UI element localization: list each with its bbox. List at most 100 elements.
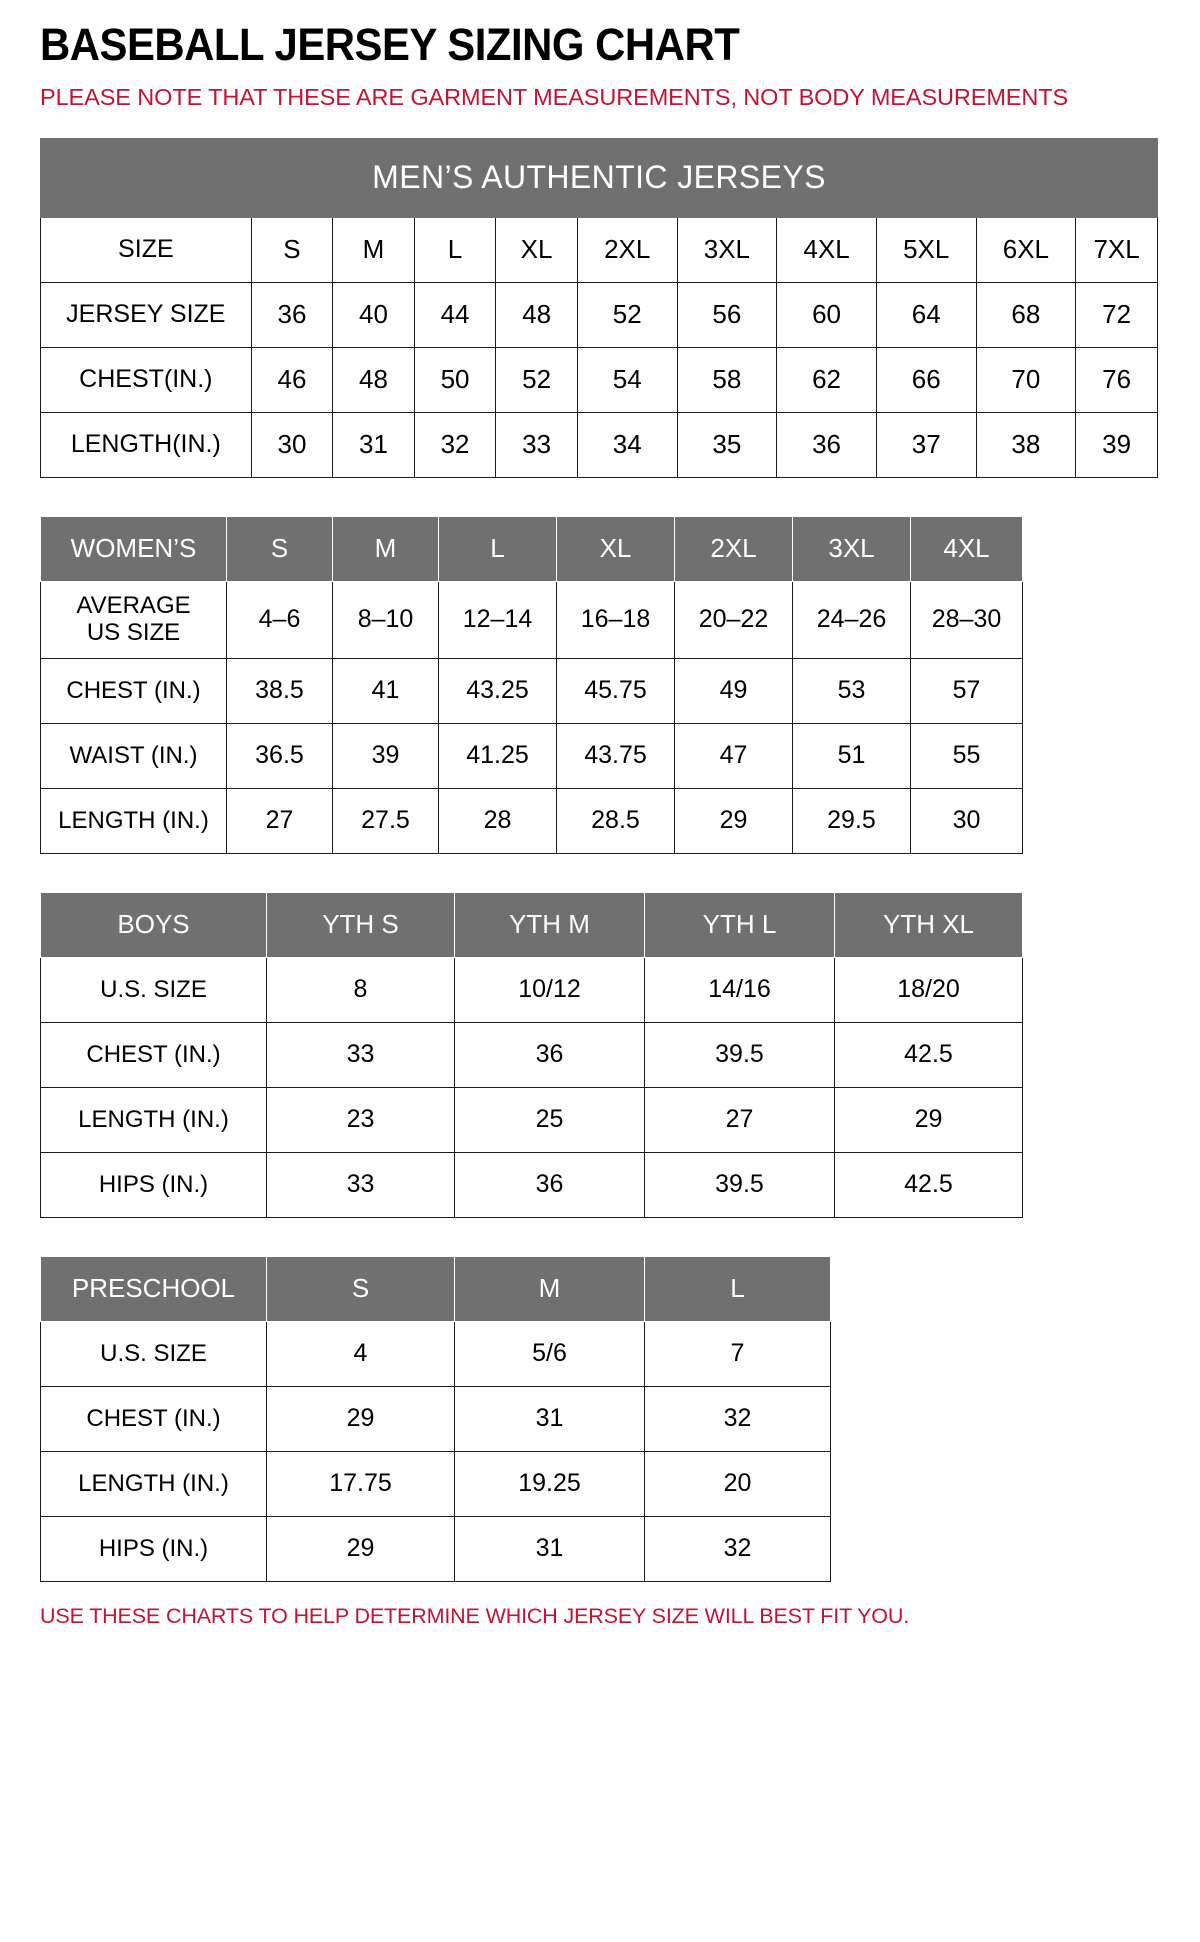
preschool-cell: 7: [644, 1320, 831, 1387]
womens-col-header: L: [438, 515, 557, 582]
womens-row-label: AVERAGE US SIZE: [40, 580, 227, 659]
preschool-col-header: S: [266, 1255, 455, 1322]
womens-cell: 49: [674, 657, 793, 724]
womens-cell: 28–30: [910, 580, 1023, 659]
mens-cell: 60: [776, 281, 877, 348]
mens-cell: 64: [875, 281, 977, 348]
boys-col-header: YTH S: [266, 891, 455, 958]
preschool-cell: 31: [454, 1385, 645, 1452]
preschool-sizing-table: PRESCHOOL S M L U.S. SIZE 4 5/6 7 CHEST …: [40, 1255, 831, 1582]
preschool-cell: 32: [644, 1385, 831, 1452]
preschool-row-label: HIPS (IN.): [40, 1515, 267, 1582]
mens-cell: 72: [1075, 281, 1158, 348]
mens-cell: 58: [676, 346, 778, 413]
preschool-col-header: L: [644, 1255, 831, 1322]
mens-cell: 36: [776, 411, 877, 478]
womens-cell: 47: [674, 722, 793, 789]
boys-cell: 33: [266, 1151, 455, 1218]
womens-cell: 45.75: [556, 657, 675, 724]
mens-cell: 44: [413, 281, 497, 348]
mens-col-header: 7XL: [1075, 216, 1158, 283]
mens-col-header: S: [250, 216, 334, 283]
preschool-col-header: M: [454, 1255, 645, 1322]
preschool-cell: 32: [644, 1515, 831, 1582]
womens-row-label: CHEST (IN.): [40, 657, 227, 724]
boys-col-header: YTH M: [454, 891, 645, 958]
womens-col-header: 4XL: [910, 515, 1023, 582]
preschool-cell: 20: [644, 1450, 831, 1517]
boys-cell: 39.5: [644, 1021, 835, 1088]
mens-cell: 32: [413, 411, 497, 478]
boys-corner-label: BOYS: [40, 891, 267, 958]
mens-col-header: 4XL: [776, 216, 877, 283]
mens-col-header: M: [332, 216, 415, 283]
table-row: HIPS (IN.) 29 31 32: [40, 1515, 831, 1582]
womens-cell: 43.75: [556, 722, 675, 789]
preschool-cell: 4: [266, 1320, 455, 1387]
boys-cell: 42.5: [834, 1151, 1023, 1218]
mens-cell: 38: [975, 411, 1077, 478]
womens-row-label-line1: AVERAGE: [76, 592, 191, 620]
mens-cell: 37: [875, 411, 977, 478]
preschool-corner-label: PRESCHOOL: [40, 1255, 267, 1322]
mens-cell: 48: [332, 346, 415, 413]
preschool-row-label: U.S. SIZE: [40, 1320, 267, 1387]
womens-cell: 39: [332, 722, 439, 789]
boys-cell: 42.5: [834, 1021, 1023, 1088]
womens-col-header: XL: [556, 515, 675, 582]
boys-cell: 36: [454, 1151, 645, 1218]
mens-banner-label: MEN’S AUTHENTIC JERSEYS: [40, 137, 1158, 218]
preschool-cell: 29: [266, 1385, 455, 1452]
boys-cell: 23: [266, 1086, 455, 1153]
mens-cell: 50: [413, 346, 497, 413]
mens-col-header: 2XL: [576, 216, 678, 283]
womens-row-label: WAIST (IN.): [40, 722, 227, 789]
boys-row-label: CHEST (IN.): [40, 1021, 267, 1088]
mens-cell: 30: [250, 411, 334, 478]
page-title: BASEBALL JERSEY SIZING CHART: [40, 19, 740, 70]
mens-cell: 35: [676, 411, 778, 478]
boys-cell: 39.5: [644, 1151, 835, 1218]
preschool-cell: 29: [266, 1515, 455, 1582]
womens-cell: 28.5: [556, 787, 675, 854]
womens-cell: 30: [910, 787, 1023, 854]
mens-col-header: 6XL: [975, 216, 1077, 283]
mens-col-header: L: [413, 216, 497, 283]
womens-row-label: LENGTH (IN.): [40, 787, 227, 854]
womens-col-header: M: [332, 515, 439, 582]
mens-cell: 31: [332, 411, 415, 478]
table-row: CHEST (IN.) 29 31 32: [40, 1385, 831, 1452]
womens-column-header-row: WOMEN’S S M L XL 2XL 3XL 4XL: [40, 515, 1023, 582]
boys-cell: 8: [266, 956, 455, 1023]
mens-cell: 48: [495, 281, 578, 348]
footer-note: USE THESE CHARTS TO HELP DETERMINE WHICH…: [40, 1603, 910, 1628]
boys-row-label: HIPS (IN.): [40, 1151, 267, 1218]
boys-row-label: LENGTH (IN.): [40, 1086, 267, 1153]
mens-cell: 39: [1075, 411, 1158, 478]
womens-cell: 29: [674, 787, 793, 854]
mens-sizing-table: MEN’S AUTHENTIC JERSEYS SIZE S M L XL 2X…: [40, 137, 1158, 478]
mens-column-header-row: SIZE S M L XL 2XL 3XL 4XL 5XL 6XL 7XL: [40, 216, 1158, 283]
womens-cell: 24–26: [792, 580, 911, 659]
mens-cell: 36: [250, 281, 334, 348]
table-row: CHEST(IN.) 46 48 50 52 54 58 62 66 70 76: [40, 346, 1158, 413]
womens-cell: 41.25: [438, 722, 557, 789]
womens-cell: 27.5: [332, 787, 439, 854]
mens-col-header: 3XL: [676, 216, 778, 283]
boys-cell: 29: [834, 1086, 1023, 1153]
table-row: HIPS (IN.) 33 36 39.5 42.5: [40, 1151, 1023, 1218]
mens-cell: 52: [495, 346, 578, 413]
womens-cell: 43.25: [438, 657, 557, 724]
mens-banner-row: MEN’S AUTHENTIC JERSEYS: [40, 137, 1158, 218]
boys-sizing-table: BOYS YTH S YTH M YTH L YTH XL U.S. SIZE …: [40, 891, 1023, 1218]
womens-cell: 12–14: [438, 580, 557, 659]
boys-cell: 25: [454, 1086, 645, 1153]
mens-cell: 52: [576, 281, 678, 348]
womens-cell: 38.5: [226, 657, 333, 724]
garment-measurement-note: PLEASE NOTE THAT THESE ARE GARMENT MEASU…: [40, 83, 1069, 110]
womens-cell: 8–10: [332, 580, 439, 659]
boys-cell: 10/12: [454, 956, 645, 1023]
preschool-cell: 19.25: [454, 1450, 645, 1517]
mens-row-label: CHEST(IN.): [40, 346, 252, 413]
mens-col-header: 5XL: [875, 216, 977, 283]
